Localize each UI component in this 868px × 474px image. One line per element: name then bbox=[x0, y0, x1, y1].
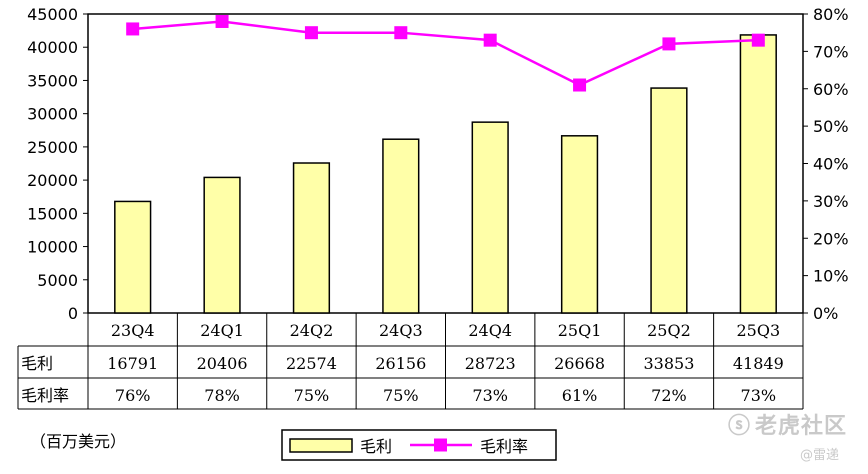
bar-gross-profit bbox=[292, 162, 331, 314]
table-cell: 26668 bbox=[554, 354, 605, 373]
legend-label-gross-margin: 毛利率 bbox=[480, 437, 528, 456]
table-cell: 33853 bbox=[643, 354, 694, 373]
category-label: 24Q2 bbox=[290, 321, 334, 340]
table-cell: 73% bbox=[472, 386, 508, 405]
left-axis-label: 5000 bbox=[37, 271, 78, 290]
watermark: ⓢ 老虎社区 bbox=[728, 408, 847, 440]
left-axis-label: 25000 bbox=[27, 138, 78, 157]
table-cell: 26156 bbox=[375, 354, 426, 373]
table-cell: 22574 bbox=[286, 354, 337, 373]
category-label: 25Q1 bbox=[558, 321, 602, 340]
table-cell: 73% bbox=[741, 386, 777, 405]
table-cell: 72% bbox=[651, 386, 687, 405]
tiger-logo-icon: ⓢ bbox=[728, 414, 752, 439]
table-cell: 28723 bbox=[465, 354, 516, 373]
table-row-label: 毛利率 bbox=[21, 386, 69, 405]
table-cell: 61% bbox=[562, 386, 598, 405]
bar-gross-profit bbox=[471, 121, 509, 314]
plot-area bbox=[87, 13, 804, 314]
table-row-label: 毛利 bbox=[21, 354, 53, 373]
left-axis-label: 30000 bbox=[27, 105, 78, 124]
table-cell: 20406 bbox=[197, 354, 248, 373]
table-cell: 41849 bbox=[733, 354, 784, 373]
watermark-brand: 老虎社区 bbox=[755, 414, 848, 439]
category-label: 25Q2 bbox=[647, 321, 691, 340]
left-axis-label: 15000 bbox=[27, 204, 78, 223]
marker-gross-margin bbox=[483, 33, 497, 47]
marker-gross-margin bbox=[394, 26, 408, 40]
bar-gross-profit bbox=[739, 34, 777, 314]
left-axis-label: 0 bbox=[68, 304, 78, 323]
table-cell: 75% bbox=[383, 386, 419, 405]
category-label: 25Q3 bbox=[736, 321, 780, 340]
bar-gross-profit bbox=[650, 87, 688, 314]
left-axis-label: 45000 bbox=[27, 5, 78, 24]
marker-gross-margin bbox=[662, 37, 676, 51]
marker-gross-margin bbox=[126, 22, 140, 36]
right-axis-label: 40% bbox=[813, 155, 849, 174]
marker-gross-margin bbox=[573, 78, 587, 92]
marker-gross-margin bbox=[304, 26, 318, 40]
table-cell: 16791 bbox=[107, 354, 158, 373]
legend-marker-gross-margin bbox=[434, 438, 447, 452]
category-label: 24Q3 bbox=[379, 321, 423, 340]
marker-gross-margin bbox=[751, 33, 765, 47]
legend-label-gross-profit: 毛利 bbox=[360, 437, 392, 456]
right-axis-label: 0% bbox=[813, 304, 838, 323]
category-label: 24Q4 bbox=[468, 321, 512, 340]
marker-gross-margin bbox=[215, 14, 229, 28]
legend-swatch-gross-profit bbox=[289, 438, 353, 453]
watermark-author: @雷递 bbox=[800, 448, 840, 463]
right-axis-label: 70% bbox=[813, 42, 849, 61]
right-axis-label: 10% bbox=[813, 267, 849, 286]
line-gross-margin bbox=[132, 20, 759, 87]
right-axis-label: 50% bbox=[813, 117, 849, 136]
table-cell: 76% bbox=[115, 386, 151, 405]
bar-gross-profit bbox=[114, 200, 152, 314]
right-axis-label: 20% bbox=[813, 229, 849, 248]
left-axis-label: 35000 bbox=[27, 71, 78, 90]
left-axis-label: 10000 bbox=[27, 238, 78, 257]
left-axis-label: 40000 bbox=[27, 38, 78, 57]
right-axis-label: 80% bbox=[813, 5, 849, 24]
bar-gross-profit bbox=[203, 176, 241, 314]
right-axis-label: 60% bbox=[813, 80, 849, 99]
bar-gross-profit bbox=[382, 138, 420, 314]
unit-label: （百万美元） bbox=[30, 432, 127, 451]
table-cell: 78% bbox=[204, 386, 240, 405]
right-axis-label: 30% bbox=[813, 192, 849, 211]
table-cell: 75% bbox=[294, 386, 330, 405]
left-axis-label: 20000 bbox=[27, 171, 78, 190]
category-label: 24Q1 bbox=[200, 321, 244, 340]
bar-gross-profit bbox=[560, 135, 599, 314]
category-label: 23Q4 bbox=[111, 321, 155, 340]
